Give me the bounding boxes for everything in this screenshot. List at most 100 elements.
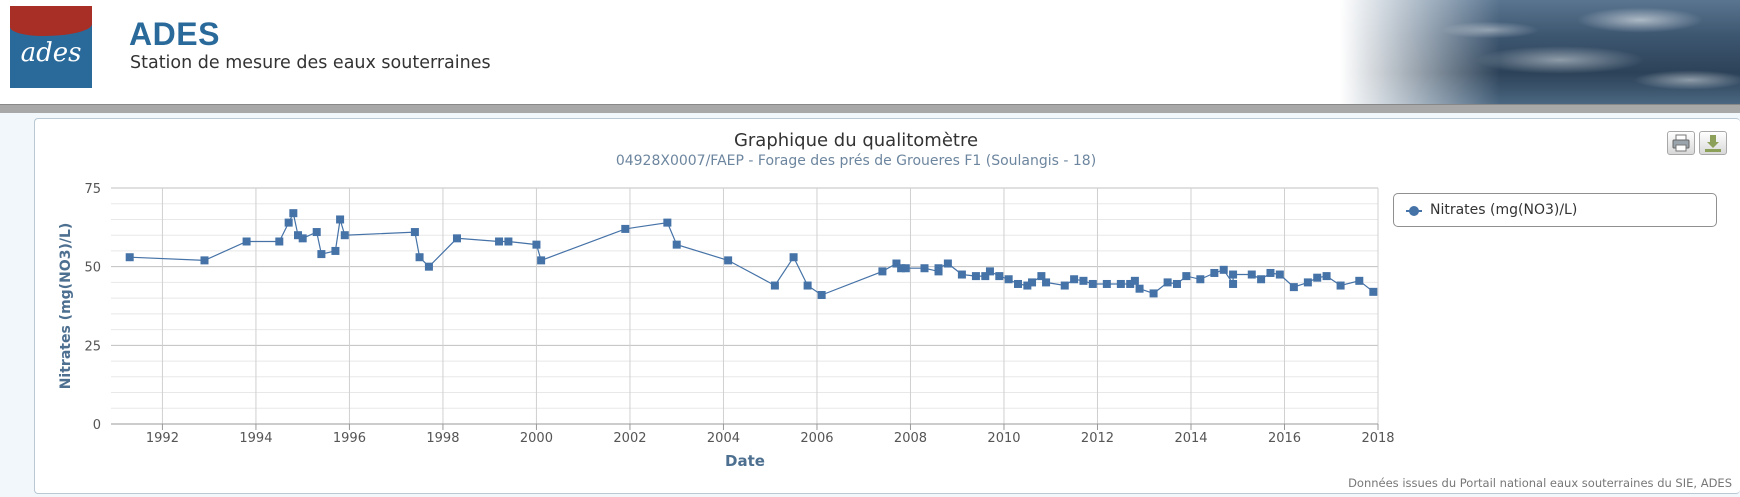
logo-red-band <box>10 6 92 36</box>
data-point <box>200 256 209 265</box>
chart-title: Graphique du qualitomètre <box>733 130 979 151</box>
data-point <box>1303 278 1312 287</box>
data-point <box>1102 279 1111 288</box>
x-tick-label: 2002 <box>613 431 646 446</box>
x-tick-label: 1998 <box>426 431 459 446</box>
data-point <box>294 231 303 240</box>
printer-icon <box>1672 134 1690 152</box>
data-point <box>672 240 681 249</box>
chart-panel <box>34 118 1740 494</box>
data-point <box>957 270 966 279</box>
x-tick-label: 1994 <box>239 431 272 446</box>
vertical-gridlines <box>161 188 1379 424</box>
data-point <box>1182 272 1191 281</box>
header-divider-bar <box>0 104 1740 113</box>
data-point <box>1004 275 1013 284</box>
data-point <box>943 259 952 268</box>
data-point <box>415 253 424 262</box>
data-point <box>1149 289 1158 298</box>
data-point <box>242 237 251 246</box>
data-point <box>934 264 943 273</box>
data-point <box>1229 270 1238 279</box>
data-point <box>424 262 433 271</box>
data-point <box>452 234 461 243</box>
page-header: ades ADES Station de mesure des eaux sou… <box>0 0 1740 104</box>
y-axis-title: Nitrates (mg(NO3)/L) <box>58 223 74 390</box>
x-axis-title: Date <box>725 452 765 470</box>
data-point <box>621 224 630 233</box>
data-point <box>284 218 293 227</box>
y-tick-label: 0 <box>93 418 101 433</box>
data-point <box>995 272 1004 281</box>
data-point <box>1219 265 1228 274</box>
print-button[interactable] <box>1667 131 1695 155</box>
y-tick-label: 50 <box>84 261 101 276</box>
logo-text: ades <box>20 38 82 68</box>
x-tick-label: 2008 <box>894 431 927 446</box>
data-point <box>1196 275 1205 284</box>
data-point <box>504 237 513 246</box>
data-point <box>410 228 419 237</box>
data-point <box>1229 279 1238 288</box>
data-point <box>1257 275 1266 284</box>
x-tick-label: 2014 <box>1174 431 1207 446</box>
data-point <box>985 267 994 276</box>
data-point <box>317 250 326 259</box>
series-nitrates <box>125 209 1378 299</box>
data-point <box>770 281 779 290</box>
data-point <box>1023 281 1032 290</box>
data-point <box>1042 278 1051 287</box>
data-point <box>537 256 546 265</box>
data-point <box>1355 276 1364 285</box>
data-point <box>1028 278 1037 287</box>
data-point <box>878 267 887 276</box>
data-point <box>1037 272 1046 281</box>
chart-legend[interactable]: Nitrates (mg(NO3)/L) <box>1393 193 1717 227</box>
water-banner-image <box>1340 0 1740 104</box>
data-point <box>125 253 134 262</box>
x-tick-label: 2018 <box>1361 431 1394 446</box>
data-point <box>1210 268 1219 277</box>
data-point <box>1163 278 1172 287</box>
x-tick-label: 2016 <box>1268 431 1301 446</box>
data-point <box>1369 287 1378 296</box>
data-point <box>663 218 672 227</box>
data-point <box>312 228 321 237</box>
data-point <box>789 253 798 262</box>
data-point <box>1172 279 1181 288</box>
site-brand-title[interactable]: ADES <box>129 16 220 52</box>
data-point <box>1070 275 1079 284</box>
data-point <box>1313 273 1322 282</box>
data-point <box>275 237 284 246</box>
data-point <box>1289 283 1298 292</box>
data-point <box>901 264 910 273</box>
data-point <box>1088 279 1097 288</box>
data-point <box>1116 279 1125 288</box>
data-point <box>331 246 340 255</box>
chart-subtitle: 04928X0007/FAEP - Forage des prés de Gro… <box>615 153 1097 169</box>
data-point <box>892 259 901 268</box>
data-point <box>803 281 812 290</box>
ades-logo[interactable]: ades <box>10 6 92 88</box>
x-tick-labels: 1992 1994 1996 1998 2000 2002 2004 2006 2008 2010… <box>146 431 1395 446</box>
download-button[interactable] <box>1699 131 1727 155</box>
data-point <box>1322 272 1331 281</box>
data-point <box>817 290 826 299</box>
data-point <box>495 237 504 246</box>
x-tick-label: 2004 <box>707 431 740 446</box>
site-subtitle: Station de mesure des eaux souterraines <box>130 53 491 73</box>
data-point <box>336 215 345 224</box>
data-point <box>298 234 307 243</box>
data-point <box>340 231 349 240</box>
x-tick-label: 2012 <box>1081 431 1114 446</box>
legend-series-label: Nitrates (mg(NO3)/L) <box>1430 202 1578 218</box>
data-point <box>724 256 733 265</box>
legend-marker-symbol <box>1409 206 1419 216</box>
data-point <box>897 264 906 273</box>
data-point <box>1247 270 1256 279</box>
data-point <box>1079 276 1088 285</box>
major-gridlines <box>111 187 1378 425</box>
data-point <box>289 209 298 218</box>
chart-credits[interactable]: Données issues du Portail national eaux … <box>1348 476 1732 490</box>
y-tick-label: 75 <box>84 182 101 197</box>
